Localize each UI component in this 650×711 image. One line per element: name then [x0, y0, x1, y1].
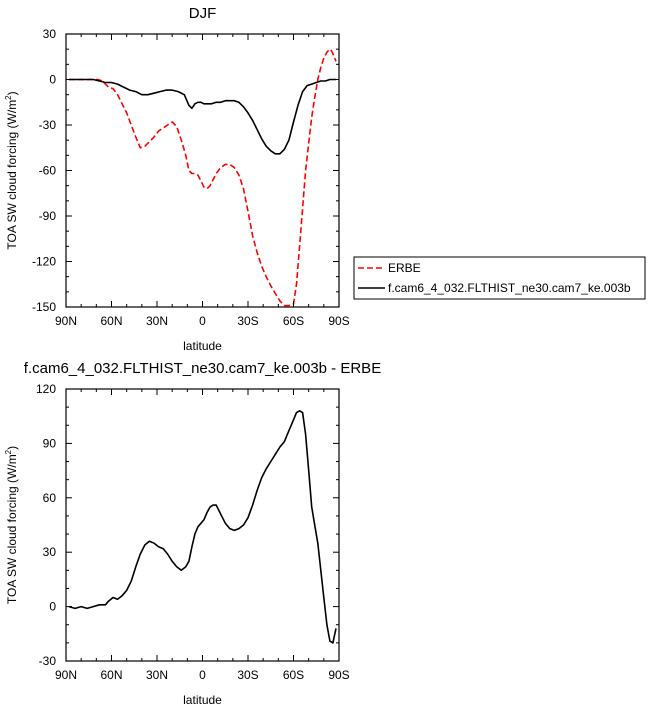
y-tick-label: 0: [49, 73, 56, 87]
x-tick-label: 90S: [328, 314, 349, 328]
y-tick-label: -60: [39, 164, 57, 178]
legend-label-1: ERBE: [388, 261, 421, 275]
x-tick-label: 90N: [55, 668, 77, 682]
x-tick-label: 30S: [237, 314, 258, 328]
y-tick-label: 120: [36, 382, 56, 396]
y-tick-label: -30: [39, 118, 57, 132]
x-tick-label: 0: [199, 668, 206, 682]
y-tick-label: -90: [39, 209, 57, 223]
y-tick-label: -120: [32, 255, 56, 269]
x-tick-label: 60S: [283, 668, 304, 682]
chart-title: f.cam6_4_032.FLTHIST_ne30.cam7_ke.003b -…: [24, 360, 381, 377]
x-tick-label: 30S: [237, 668, 258, 682]
y-tick-label: -30: [39, 654, 57, 668]
x-tick-label: 60N: [100, 314, 122, 328]
x-tick-label: 30N: [146, 668, 168, 682]
y-tick-label: 0: [49, 600, 56, 614]
x-tick-label: 90S: [328, 668, 349, 682]
y-tick-label: 30: [43, 27, 57, 41]
x-tick-label: 30N: [146, 314, 168, 328]
y-tick-label: -150: [32, 300, 56, 314]
series-line-1: [68, 409, 337, 644]
series-line-2: [69, 78, 336, 155]
y-tick-label: 90: [43, 436, 57, 450]
x-tick-label: 60N: [100, 668, 122, 682]
x-tick-label: 60S: [283, 314, 304, 328]
chart-panel-1: DJF 90N 60N 30N 0 30S 60S 90S 30 0 -30 -60 -90 -120 -1…: [4, 5, 646, 353]
y-tick-label: 30: [43, 545, 57, 559]
chart-title: DJF: [189, 5, 217, 22]
y-axis-label: TOA SW cloud forcing (W/m2): [4, 446, 19, 604]
legend: ERBE f.cam6_4_032.FLTHIST_ne30.cam7_ke.00…: [353, 256, 646, 300]
y-tick-label: 60: [43, 491, 57, 505]
x-axis-label: latitude: [183, 693, 222, 707]
legend-box: [353, 256, 646, 300]
legend-label-2: f.cam6_4_032.FLTHIST_ne30.cam7_ke.003b: [388, 281, 631, 295]
x-tick-label: 90N: [55, 314, 77, 328]
y-axis-label: TOA SW cloud forcing (W/m2): [4, 91, 19, 249]
plot-frame: [65, 388, 340, 662]
series-line-1: [69, 48, 337, 307]
chart-panel-2: f.cam6_4_032.FLTHIST_ne30.cam7_ke.003b -…: [4, 360, 381, 707]
x-tick-label: 0: [199, 314, 206, 328]
x-axis-label: latitude: [183, 339, 222, 353]
